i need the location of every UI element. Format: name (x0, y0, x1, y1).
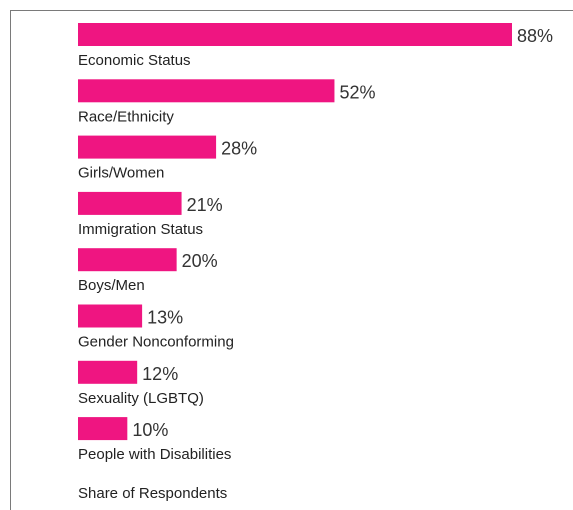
bar-category-label: Economic Status (78, 52, 191, 69)
x-axis-label: Share of Respondents (78, 485, 227, 502)
bar-7 (78, 417, 128, 441)
bar-3 (78, 191, 182, 215)
bar-4 (78, 248, 177, 272)
bar-5 (78, 304, 143, 328)
bar-category-label: Immigration Status (78, 221, 203, 238)
bar-value-label: 52% (339, 82, 375, 102)
bar-value-label: 10% (132, 420, 168, 440)
bar-value-label: 20% (182, 251, 218, 271)
bar-6 (78, 360, 138, 384)
bar-category-label: Sexuality (LGBTQ) (78, 390, 204, 407)
bar-value-label: 88% (517, 26, 553, 46)
bar-value-label: 13% (147, 308, 183, 328)
bar-0 (78, 23, 512, 46)
bar-2 (78, 135, 217, 159)
bar-category-label: Race/Ethnicity (78, 108, 174, 125)
bar-category-label: Girls/Women (78, 165, 164, 182)
bar-category-label: People with Disabilities (78, 446, 231, 463)
bar-category-label: Gender Nonconforming (78, 334, 234, 351)
bar-value-label: 21% (187, 195, 223, 215)
bar-1 (78, 79, 335, 103)
bar-value-label: 12% (142, 364, 178, 384)
bars-group: 88% Economic Status 52% Race/Ethnicity 28% Gi… (78, 23, 553, 463)
bar-value-label: 28% (221, 139, 257, 159)
bar-category-label: Boys/Men (78, 277, 145, 294)
chart-frame (10, 10, 573, 510)
